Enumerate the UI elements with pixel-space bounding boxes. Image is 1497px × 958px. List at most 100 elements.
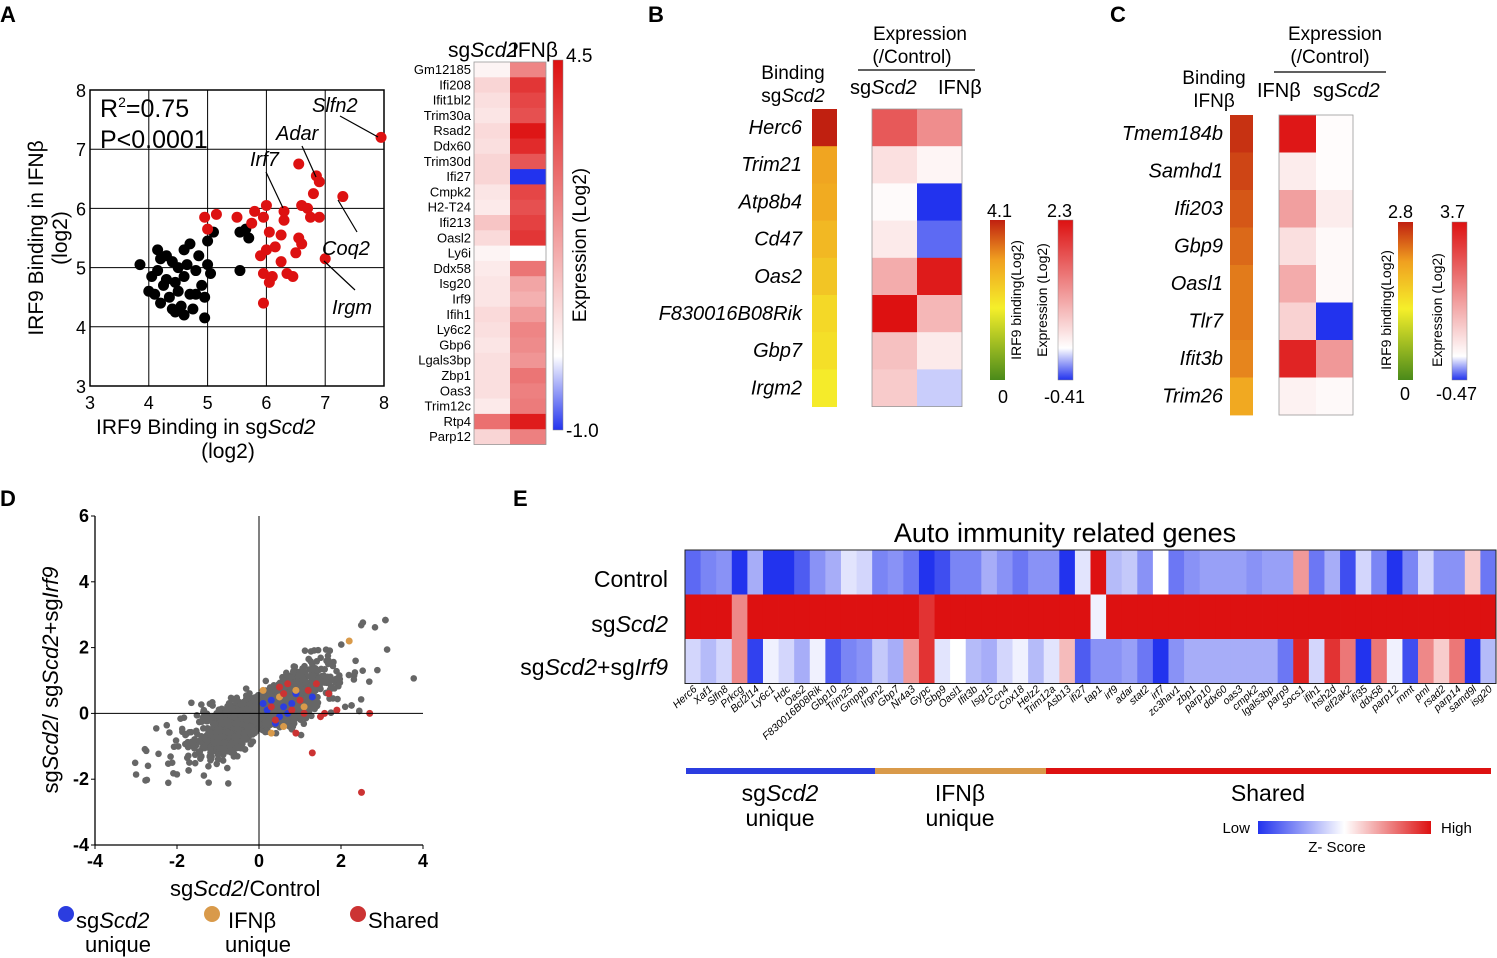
- panel-c-binding-cell-Gbp9: [1230, 227, 1253, 266]
- panel-c-row-Tlr7: Tlr7: [1189, 311, 1224, 333]
- panel-e-cell-1-Ifit3b: [965, 594, 982, 639]
- panel-b-binding-cell-F830016B08Rik: [812, 295, 837, 333]
- panel-b-row-F830016B08Rik: F830016B08Rik: [659, 303, 803, 325]
- panel-e-cell-2-Herc6: [685, 639, 701, 684]
- panel-d-ytick--2: -2: [73, 769, 89, 789]
- panel-d-bg-point-3367: [218, 719, 226, 727]
- panel-e-cell-2-irf9: [1106, 639, 1123, 684]
- panel-c-expr-cell-Gbp9-1: [1316, 227, 1353, 266]
- panel-a-point-red-2: [202, 223, 214, 235]
- panel-c-expr-cell-Trim26-0: [1279, 377, 1316, 416]
- panel-b-row-Trim21: Trim21: [741, 154, 802, 176]
- panel-b-expr-cell-Herc6-0: [872, 109, 917, 147]
- panel-a-point-black-39: [178, 309, 190, 321]
- panel-e-cell-0-Nr4a3: [903, 550, 920, 595]
- panel-letter-e: E: [513, 486, 528, 511]
- panel-b-expr-cell-F830016B08Rik-0: [872, 295, 917, 333]
- panel-d-axes: -4 -2 0 2 4 -4 -2 0 2 4 6: [73, 506, 428, 871]
- panel-d-bg-point-3471: [224, 728, 232, 736]
- panel-a-point-red-31: [319, 253, 331, 265]
- panel-e-cell-1-cmpk2: [1246, 594, 1263, 639]
- panel-d-bg-point-750: [164, 779, 172, 787]
- panel-d-bg-point-2973: [196, 748, 203, 755]
- panel-a-ytick-5: 5: [76, 259, 86, 279]
- panel-e-row-sgscd2-sgirf9: sgScd2+sgIrf9: [520, 654, 668, 680]
- panel-d-bg-point-1737: [242, 685, 250, 692]
- panel-e-cell-0-Prkcg: [731, 550, 748, 595]
- panel-a-row-Ifih1: Ifih1: [446, 307, 471, 322]
- panel-a-point-black-28: [155, 253, 167, 265]
- panel-d-bg-point-3423: [348, 702, 355, 709]
- panel-e-cell-2-lgals3bp: [1262, 639, 1279, 684]
- panel-d-bg-point-3323: [227, 704, 235, 712]
- panel-e-cell-2-Prkcg: [731, 639, 748, 684]
- legend-sgscd2-unique-line2: unique: [85, 932, 151, 957]
- panel-c-expr-colorbar: [1451, 221, 1468, 381]
- panel-e-cell-0-Ifit3b: [965, 550, 982, 595]
- panel-e-cell-1-ddx58: [1371, 594, 1388, 639]
- panel-e-cell-2-Xaf1: [700, 639, 717, 684]
- panel-e-cell-1-Trim25: [840, 594, 857, 639]
- panel-e-cell-0-Cox18: [1012, 550, 1029, 595]
- panel-d-shared-point-0: [267, 703, 275, 711]
- panel-e-cell-1-Prkcg: [731, 594, 748, 639]
- panel-e-cell-1-Nr4a3: [903, 594, 920, 639]
- panel-d-bg-point-3186: [214, 755, 222, 763]
- panel-a-point-red-9: [263, 226, 275, 238]
- panel-e-cell-1-Slfn8: [716, 594, 733, 639]
- panel-d-bg-point-2527: [178, 725, 186, 733]
- panel-a-row-Trim12c: Trim12c: [425, 399, 472, 414]
- panel-e-cell-1-Asb13: [1059, 594, 1076, 639]
- panel-a-cell-Cmpk2-1: [510, 184, 546, 201]
- panel-e-cell-2-Gbp9: [934, 639, 951, 684]
- panel-a-cell-Ifih1-0: [474, 306, 510, 323]
- panel-c-expr-cell-Samhd1-0: [1279, 152, 1316, 191]
- panel-a-point-red-25: [302, 202, 314, 214]
- panel-d-shared-point-12: [308, 749, 316, 757]
- panel-a-cell-Rsad2-1: [510, 123, 546, 139]
- panel-d-shared-point-5: [312, 680, 320, 688]
- panel-a-cell-Ifi208-0: [474, 77, 510, 93]
- panel-d-bg-point-2257: [359, 667, 367, 674]
- panel-c-expr-cell-Gbp9-0: [1279, 227, 1316, 266]
- panel-d-bg-point-3497: [260, 712, 268, 720]
- panel-d-shared-point-17: [317, 713, 324, 721]
- panel-a-row-Lgals3bp: Lgals3bp: [418, 353, 471, 368]
- panel-e-cell-2-parp10: [1199, 639, 1216, 684]
- panel-a-cell-Gm12185-1: [510, 62, 546, 78]
- panel-e-cell-1-Cox18: [1012, 594, 1029, 639]
- panel-a-point-black-37: [199, 312, 211, 324]
- panel-d-sg_unique-point-9: [259, 700, 267, 708]
- panel-e-cell-1-pml: [1418, 594, 1435, 639]
- panel-b-expr-cell-Oas2-1: [917, 257, 962, 296]
- panel-d-bg-point-3226: [201, 743, 208, 751]
- panel-e-cell-0-Bcl2l14: [747, 550, 764, 595]
- panel-a-cell-Ifih1-1: [510, 306, 546, 323]
- panel-e-cell-0-F830016B08Rik: [809, 550, 826, 595]
- panel-a-cell-Rtp4-0: [474, 413, 510, 430]
- panel-d-bg-point-2611: [374, 666, 381, 674]
- panel-b-binding-min: 0: [998, 387, 1008, 407]
- panel-d-bg-point-449: [144, 762, 152, 770]
- panel-a-point-red-5: [249, 205, 261, 217]
- panel-a-row-Irf9: Irf9: [452, 292, 471, 307]
- panel-d-xtick-4: 4: [418, 851, 428, 871]
- panel-e-cell-2-Asb13: [1059, 639, 1076, 684]
- panel-d-bg-point-3255: [211, 720, 218, 728]
- panel-a-point-black-30: [234, 265, 246, 277]
- panel-d-sg_unique-point-1: [280, 703, 288, 711]
- panel-a-cell-Ddx58-0: [474, 260, 510, 277]
- panel-c-binding-cell-Trim26: [1230, 377, 1253, 416]
- panel-a-cell-Ddx58-1: [510, 260, 546, 277]
- panel-a-cell-Trim30d-0: [474, 153, 510, 170]
- panel-a-xlabel-unit: (log2): [201, 440, 255, 463]
- panel-d-shared-point-2: [288, 706, 296, 714]
- panel-b-expr-cell-Cd47-0: [872, 220, 917, 259]
- panel-a-row-Ifi208: Ifi208: [439, 77, 471, 92]
- panel-d-sg_unique-point-7: [288, 700, 296, 708]
- panel-c-expr-cell-Tmem184b-0: [1279, 115, 1316, 153]
- panel-a-xtick-7: 7: [320, 393, 330, 413]
- panel-b-expr-cell-Irgm2-0: [872, 369, 917, 407]
- panel-e-cell-2-Ccn4: [996, 639, 1013, 684]
